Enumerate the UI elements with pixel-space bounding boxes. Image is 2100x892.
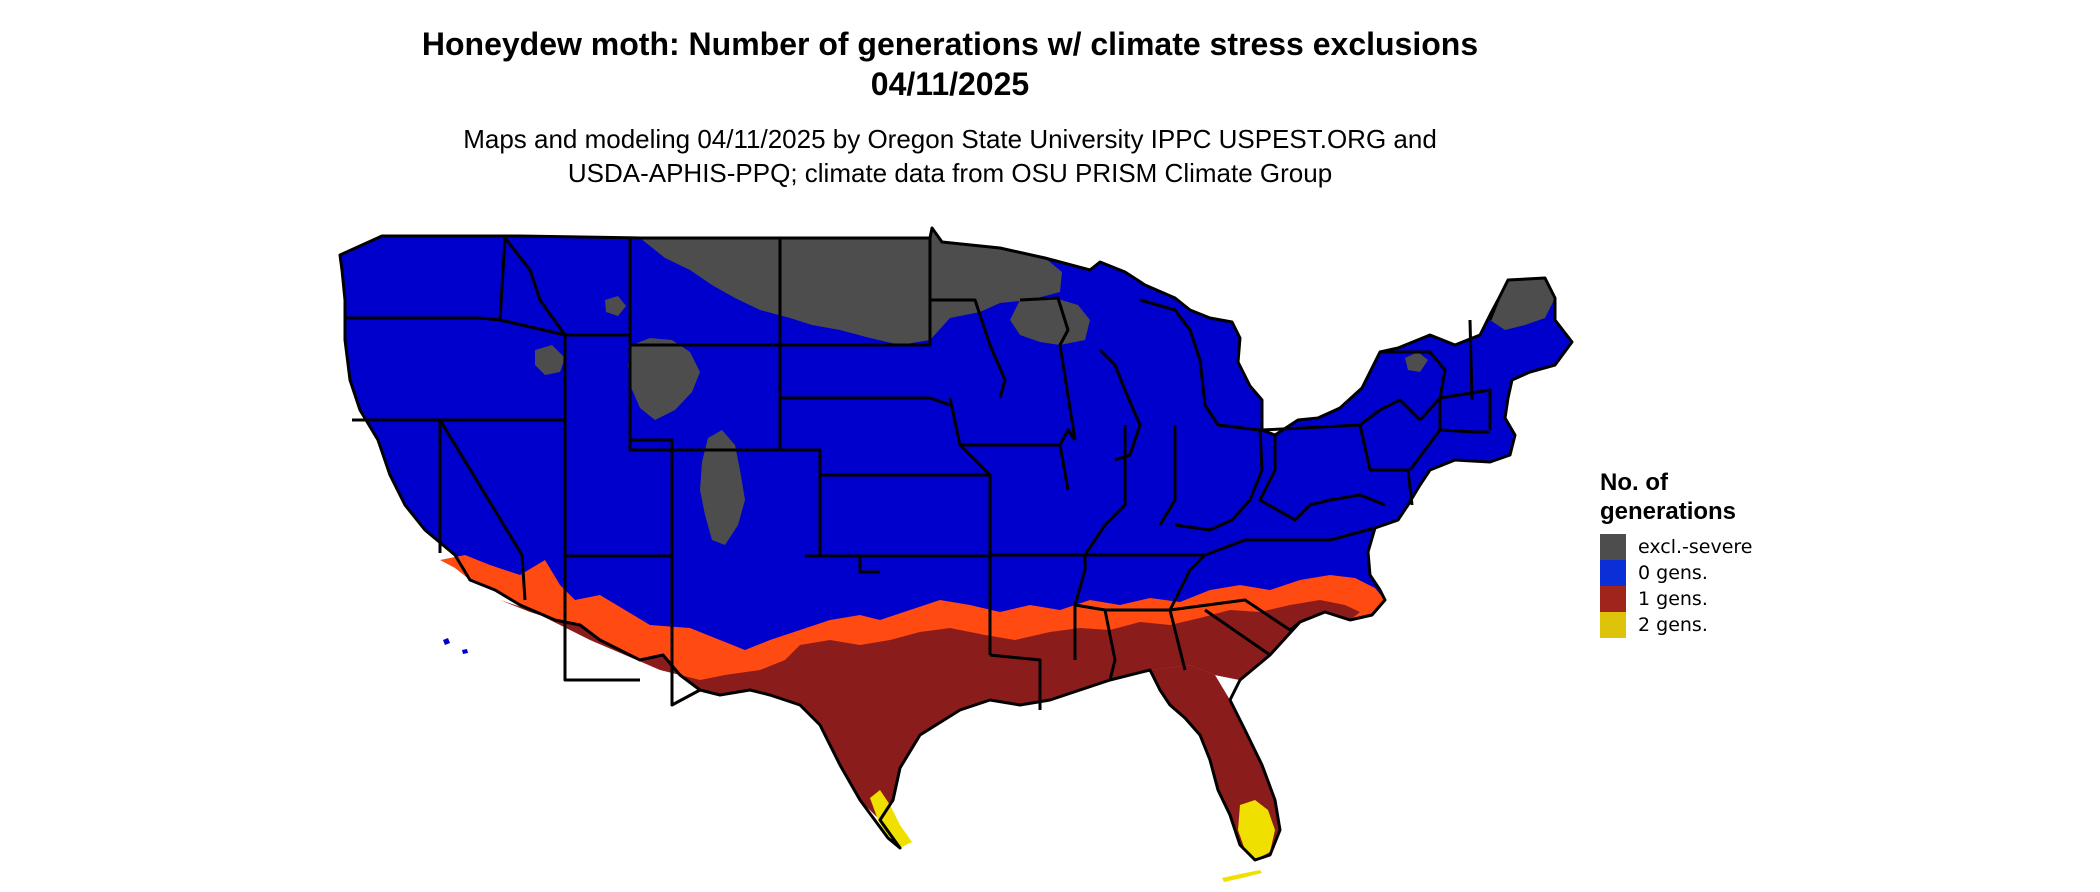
subtitle-line-2: USDA-APHIS-PPQ; climate data from OSU PR… [567,158,1333,188]
legend-swatch-two-gens [1600,612,1626,638]
legend-label-two-gens: 2 gens. [1638,614,1708,636]
legend-title: No. of generations [1600,468,1830,526]
legend-label-one-gen: 1 gens. [1638,588,1708,610]
legend-swatch-excluded [1600,534,1626,560]
map-region-excluded-north [640,228,1062,345]
legend: No. of generations excl.-severe 0 gens. … [1600,468,1830,638]
map-islands [443,638,468,654]
subtitle-line-1: Maps and modeling 04/11/2025 by Oregon S… [463,124,1437,154]
legend-swatch-one-gen [1600,586,1626,612]
legend-title-line-1: No. of [1600,469,1668,496]
map-region-two-gens-fl [1238,800,1275,860]
map-keys [1222,870,1262,882]
legend-swatch-zero-gens [1600,560,1626,586]
map-region-excluded-id [535,345,565,375]
legend-item-two-gens: 2 gens. [1600,612,1830,638]
legend-item-one-gen: 1 gens. [1600,586,1830,612]
legend-item-excluded: excl.-severe [1600,534,1830,560]
legend-title-line-2: generations [1600,498,1737,525]
map-region-excluded-co [700,430,745,545]
title-line-1: Honeydew moth: Number of generations w/ … [421,26,1479,62]
state-borders [338,226,1574,862]
map-region-one-gen [500,600,1360,820]
us-map-svg [338,226,1574,882]
title-line-2: 04/11/2025 [870,66,1030,102]
map-region-two-gens-tx [870,790,912,848]
map-region-excluded-ny [1405,352,1428,372]
map-subtitle: Maps and modeling 04/11/2025 by Oregon S… [0,122,1900,190]
map-region-excluded-maine [1490,278,1555,330]
legend-label-excluded: excl.-severe [1638,536,1753,558]
map-region-excluded-mt [605,296,626,316]
us-map [320,220,1590,892]
legend-label-zero-gens: 0 gens. [1638,562,1708,584]
map-title: Honeydew moth: Number of generations w/ … [0,24,1900,104]
legend-item-zero-gens: 0 gens. [1600,560,1830,586]
map-region-excluded-wi [1010,298,1090,345]
map-region-excluded-wy [628,338,700,420]
